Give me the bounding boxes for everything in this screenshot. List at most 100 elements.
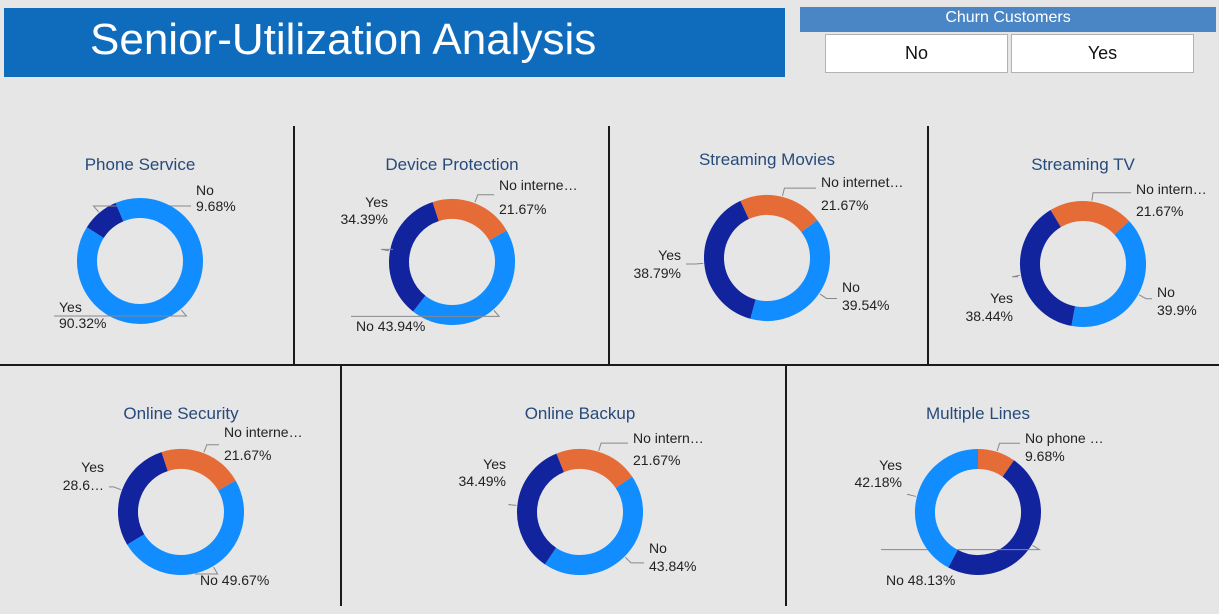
slice-value-label: 34.49% bbox=[459, 473, 506, 489]
leader-line bbox=[819, 293, 837, 299]
divider-horizontal bbox=[0, 364, 1219, 366]
leader-line bbox=[782, 187, 816, 197]
leader-line bbox=[598, 442, 628, 451]
donut-slice[interactable] bbox=[161, 449, 236, 491]
leader-line bbox=[195, 566, 219, 575]
slice-category-label: No bbox=[196, 182, 214, 198]
slice-value-label: 21.67% bbox=[224, 447, 271, 463]
slice-value-label: 21.67% bbox=[1136, 203, 1183, 219]
slice-value-label: 9.68% bbox=[1025, 448, 1065, 464]
donut-slice[interactable] bbox=[948, 460, 1041, 575]
slice-value-label: 9.68% bbox=[196, 198, 236, 214]
page-title: Senior-Utilization Analysis bbox=[90, 15, 597, 64]
leader-line bbox=[624, 556, 644, 564]
donut-slice[interactable] bbox=[118, 452, 169, 545]
donut-slice[interactable] bbox=[86, 202, 124, 239]
leader-line bbox=[351, 310, 501, 317]
slice-category-label: No interne… bbox=[224, 424, 303, 440]
leader-line bbox=[1012, 274, 1021, 278]
donut-slice[interactable] bbox=[1071, 221, 1146, 327]
slice-value-label: 43.84% bbox=[649, 558, 696, 574]
chart-title: Phone Service bbox=[85, 155, 196, 174]
leader-line bbox=[109, 486, 122, 491]
leader-line bbox=[1138, 294, 1152, 300]
slice-value-label: 90.32% bbox=[59, 315, 106, 331]
divider-top-1 bbox=[293, 126, 295, 365]
slice-value-label: 38.79% bbox=[634, 265, 681, 281]
donut-slice[interactable] bbox=[915, 449, 979, 568]
leader-line bbox=[381, 248, 393, 252]
donut-chart-6[interactable]: Multiple Lines No phone … 9.68% No 48.13% Ye… bbox=[855, 404, 1104, 588]
slice-category-label: No internet… bbox=[821, 174, 903, 190]
slicer-option-yes[interactable]: Yes bbox=[1011, 34, 1194, 73]
leader-line bbox=[1091, 192, 1131, 201]
chart-title: Streaming Movies bbox=[699, 150, 835, 169]
donut-slice[interactable] bbox=[389, 202, 440, 312]
donut-slice[interactable] bbox=[544, 476, 643, 575]
slice-category-label: No interne… bbox=[499, 177, 578, 193]
divider-bottom-2 bbox=[785, 366, 787, 606]
slice-value-label: 21.67% bbox=[821, 197, 868, 213]
donut-slice[interactable] bbox=[1020, 210, 1076, 326]
slicer-option-no[interactable]: No bbox=[825, 34, 1008, 73]
donut-slice[interactable] bbox=[127, 480, 244, 575]
leader-line bbox=[686, 262, 704, 265]
title-banner: Senior-Utilization Analysis bbox=[4, 8, 785, 77]
slice-category-label: Yes bbox=[483, 456, 506, 472]
donut-slice[interactable] bbox=[413, 230, 515, 325]
leader-line bbox=[54, 309, 188, 317]
chart-title: Multiple Lines bbox=[926, 404, 1030, 423]
slice-value-label: 38.44% bbox=[966, 308, 1013, 324]
donut-slice[interactable] bbox=[1050, 201, 1130, 236]
chart-title: Device Protection bbox=[385, 155, 518, 174]
slice-category-label: Yes bbox=[658, 247, 681, 263]
slice-value-label: 39.9% bbox=[1157, 302, 1197, 318]
slice-category-label: No phone … bbox=[1025, 430, 1104, 446]
slice-category-label: No bbox=[649, 540, 667, 556]
divider-top-3 bbox=[927, 126, 929, 365]
divider-top-2 bbox=[608, 126, 610, 365]
slice-category-label: Yes bbox=[81, 459, 104, 475]
chart-title: Streaming TV bbox=[1031, 155, 1135, 174]
leader-line bbox=[508, 504, 517, 506]
slice-category-label: Yes bbox=[59, 299, 82, 315]
slice-label: No 49.67% bbox=[200, 572, 269, 588]
slice-value-label: 42.18% bbox=[855, 474, 902, 490]
donut-slice[interactable] bbox=[517, 453, 565, 565]
slice-category-label: No intern… bbox=[1136, 181, 1207, 197]
donut-slice[interactable] bbox=[432, 199, 507, 241]
divider-bottom-1 bbox=[340, 366, 342, 606]
slice-value-label: 21.67% bbox=[633, 452, 680, 468]
leader-line bbox=[996, 442, 1020, 452]
donut-chart-1[interactable]: Device Protection No interne… 21.67% No 43.… bbox=[341, 155, 578, 334]
slice-value-label: 34.39% bbox=[341, 211, 388, 227]
donut-slice[interactable] bbox=[77, 198, 203, 324]
slice-category-label: Yes bbox=[990, 290, 1013, 306]
chart-title: Online Backup bbox=[525, 404, 636, 423]
slicer-title: Churn Customers bbox=[800, 7, 1216, 32]
leader-line bbox=[474, 194, 494, 203]
donut-slice[interactable] bbox=[556, 449, 633, 489]
chart-title: Online Security bbox=[123, 404, 239, 423]
slice-category-label: No bbox=[842, 279, 860, 295]
churn-slicer: Churn Customers No Yes bbox=[800, 7, 1216, 75]
slice-label: No 48.13% bbox=[886, 572, 955, 588]
donut-slice[interactable] bbox=[750, 220, 830, 321]
slice-category-label: No bbox=[1157, 284, 1175, 300]
slice-label: No 43.94% bbox=[356, 318, 425, 334]
donut-slice[interactable] bbox=[704, 200, 757, 319]
leader-line bbox=[203, 444, 219, 453]
leader-line bbox=[907, 493, 917, 497]
slice-category-label: Yes bbox=[879, 457, 902, 473]
donut-slice[interactable] bbox=[740, 195, 818, 233]
donut-slice[interactable] bbox=[977, 449, 1015, 477]
slice-category-label: No intern… bbox=[633, 430, 704, 446]
slice-category-label: Yes bbox=[365, 194, 388, 210]
donut-chart-2[interactable]: Streaming Movies No internet… 21.67% No 39.5… bbox=[634, 150, 904, 321]
slice-value-label: 21.67% bbox=[499, 201, 546, 217]
donut-chart-5[interactable]: Online Backup No intern… 21.67% No 43.84% Yes… bbox=[459, 404, 704, 575]
